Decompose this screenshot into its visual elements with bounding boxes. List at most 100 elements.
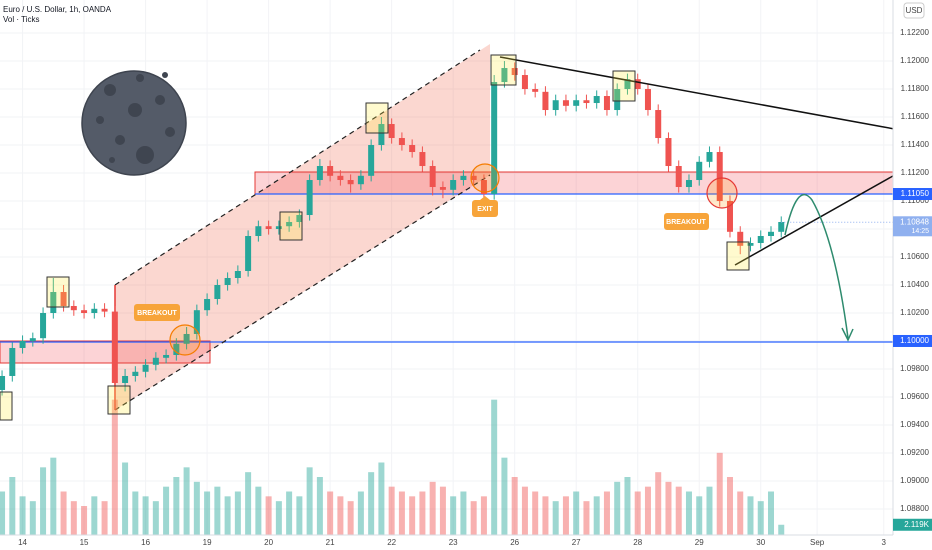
y-tick-label: 1.09200 <box>900 448 929 457</box>
candle-body <box>173 343 180 355</box>
label-box <box>664 213 709 230</box>
volume-bar <box>9 477 16 535</box>
candle-body <box>501 68 508 83</box>
volume-bar <box>316 477 323 535</box>
x-tick-label: 26 <box>510 538 519 547</box>
volume-bar <box>511 477 518 535</box>
volume-bar <box>634 491 641 535</box>
price-countdown: 14:25 <box>911 228 929 235</box>
channel-line <box>114 174 491 411</box>
volume-bar <box>665 481 672 535</box>
candle-body <box>50 291 57 313</box>
volume-bar <box>624 477 631 535</box>
volume-bar <box>111 399 118 535</box>
candle-body <box>40 312 47 339</box>
candle-body <box>265 226 272 230</box>
volume-bar <box>685 491 692 535</box>
y-tick-label: 1.09800 <box>900 364 929 373</box>
candle-body <box>593 96 600 104</box>
candle-body <box>122 375 129 383</box>
circle <box>169 324 201 356</box>
volume-bar <box>378 462 385 535</box>
volume-label-bg <box>893 518 932 531</box>
volume-bar <box>60 491 67 535</box>
y-tick-label: 1.12200 <box>900 28 929 37</box>
axis-layer: 1.12200 1.12000 1.11800 1.11600 1.11400 1.112… <box>18 28 932 547</box>
candle-body <box>101 308 108 312</box>
box <box>279 211 303 241</box>
volume-bar <box>173 477 180 535</box>
moon <box>81 70 187 176</box>
volume-bar <box>532 491 539 535</box>
y-tick-label: 1.12000 <box>900 56 929 65</box>
candle-body <box>603 96 610 111</box>
candle-body <box>214 284 221 299</box>
volume-bar <box>193 481 200 535</box>
candle-body <box>470 175 477 181</box>
volume-bar <box>450 496 457 535</box>
volume-bar <box>747 496 754 535</box>
x-tick-label: 3 <box>882 538 887 547</box>
volume-bar <box>480 496 487 535</box>
candle-body <box>368 145 375 176</box>
y-tick-label: 1.11600 <box>901 112 930 121</box>
volume-bar <box>675 486 682 535</box>
chart-title: Euro / U.S. Dollar, 1h, OANDA <box>3 5 112 14</box>
currency-box <box>903 2 925 19</box>
volume-bar <box>91 496 98 535</box>
candle-body <box>665 138 672 167</box>
candle-body <box>439 187 446 190</box>
volume-bar <box>296 496 303 535</box>
label-box <box>134 304 180 321</box>
box <box>726 241 750 271</box>
zone <box>0 340 211 364</box>
annotation: BREAKOUT <box>137 310 177 317</box>
candle-body <box>634 79 641 90</box>
x-tick-label: 19 <box>203 538 212 547</box>
volume-bar <box>265 496 272 535</box>
volume-bar <box>388 486 395 535</box>
candle-body <box>737 231 744 246</box>
candle-body <box>204 298 211 311</box>
candle-body <box>234 270 241 278</box>
volume-bar <box>737 491 744 535</box>
volume-bar <box>101 501 108 535</box>
volume-bar <box>214 486 221 535</box>
candle-body <box>224 277 231 285</box>
volume-bar <box>163 486 170 535</box>
candle-body <box>357 175 364 185</box>
candle-body <box>142 364 149 372</box>
trend-line <box>499 56 901 131</box>
volume-bar <box>778 524 785 535</box>
x-tick-label: 30 <box>756 538 765 547</box>
volume-bar <box>583 501 590 535</box>
price-label-bg <box>893 334 932 347</box>
box <box>0 391 13 421</box>
volume-label: 2.119K <box>904 520 929 529</box>
chart-subtitle: Vol · Ticks <box>3 15 39 24</box>
candle-body <box>521 75 528 90</box>
volume-bar <box>183 467 190 535</box>
y-tick-label: 1.11400 <box>901 140 930 149</box>
volume-bar <box>70 501 77 535</box>
box <box>612 70 636 102</box>
volume-bar <box>306 467 313 535</box>
volume-bar <box>429 481 436 535</box>
candle-body <box>337 175 344 181</box>
candle-body <box>0 375 6 390</box>
volume-bar <box>132 491 139 535</box>
candle-body <box>511 68 518 76</box>
candle-body <box>306 180 313 216</box>
candle-body <box>9 347 16 376</box>
volume-bar <box>347 501 354 535</box>
y-tick-label: 1.09000 <box>900 476 929 485</box>
volume-bar <box>614 481 621 535</box>
x-tick-label: 16 <box>141 538 150 547</box>
candle-body <box>491 82 498 195</box>
volume-bar <box>234 491 241 535</box>
volume-bar <box>245 472 252 535</box>
volume-bar <box>542 496 549 535</box>
volume-bar <box>696 496 703 535</box>
label-pointer <box>480 196 490 200</box>
volume-bar <box>327 491 334 535</box>
